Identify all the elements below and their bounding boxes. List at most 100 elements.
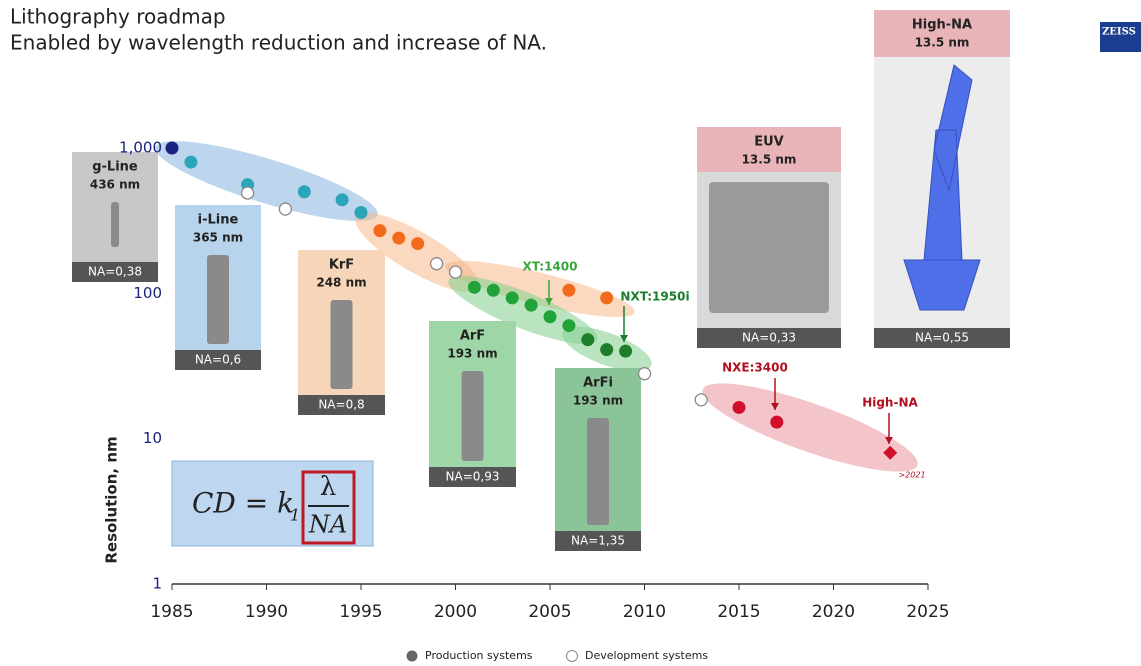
highlight [301,470,356,545]
panel-na: NA=1,35 [571,534,625,548]
panel-wavelength: 193 nm [447,347,497,361]
y-tick-label: 100 [133,284,162,302]
x-tick-label: 2000 [434,602,477,622]
panel-title: EUV [754,135,784,150]
y-tick-label: 1 [152,575,162,593]
panel-footer [72,262,158,282]
panel-header [697,127,841,172]
panel-wavelength: 193 nm [573,394,623,408]
point [165,141,179,155]
annotation: NXE:3400 [722,361,788,375]
era-ellipse [448,275,598,345]
point [184,155,198,169]
panel-wavelength: 13.5 nm [915,36,970,50]
point [543,310,557,324]
arrow-head [545,298,553,305]
x-tick-label: 2010 [623,602,666,622]
lens-body [207,255,229,344]
formula-num: λ [320,472,336,502]
point [562,319,576,333]
logo-bg [1100,22,1141,52]
legend-marker [566,650,578,662]
x-tick-label: 2025 [906,602,949,622]
formula-box: CD = k 1 λ NA [171,460,374,547]
point [505,291,519,305]
annotation: >2021 [898,471,925,480]
point [600,343,614,357]
point [392,231,406,245]
machine [709,182,829,313]
x-tick-label: 2015 [717,602,760,622]
panel-na: NA=0,38 [88,265,142,279]
panel-title: KrF [329,258,354,273]
point [562,283,576,297]
panel-footer [175,350,261,370]
panel-footer [298,395,385,415]
logo: ZEISS [1102,27,1136,38]
y-axis-label: Resolution, nm [103,436,121,563]
point [278,202,293,216]
point [770,415,784,429]
formula-lhs: CD = k [192,487,294,520]
point [429,257,444,271]
lens-body [587,418,609,525]
panel-na: NA=0,93 [446,470,500,484]
formula-sub: 1 [290,506,300,525]
point [694,393,708,407]
legend-marker [406,650,418,662]
panel-na: NA=0,6 [195,353,241,367]
point [732,400,746,414]
era-ellipse [445,260,635,318]
panel-footer [555,531,641,551]
point [448,265,463,279]
point [297,185,311,199]
y-tick-label: 10 [143,429,162,447]
legend-label: Development systems [585,649,708,662]
y-tick-label: 1,000 [119,139,162,157]
panel-wavelength: 248 nm [316,276,366,290]
panel-wavelength: 13.5 nm [742,153,797,167]
arrow-head [771,403,779,410]
panel-wavelength: 365 nm [193,231,243,245]
legend-label: Production systems [425,649,533,662]
point [373,224,387,238]
point [581,333,595,347]
x-tick-label: 2020 [812,602,855,622]
point [411,237,425,251]
panel-na: NA=0,55 [915,331,969,345]
x-tick-label: 2005 [528,602,571,622]
point [240,186,255,200]
annotation: NXT:1950i [620,290,689,304]
point [486,283,500,297]
arrow-head [620,335,628,342]
x-tick-label: 1985 [150,602,193,622]
era-groups [155,141,918,472]
era-ellipse [702,383,918,472]
lens-body [111,202,119,247]
title: Lithography roadmap [10,5,226,29]
era-ellipse [355,212,480,293]
panel-wavelength: 436 nm [90,178,140,192]
x-tick-label: 1995 [339,602,382,622]
annotation: High-NA [862,396,918,410]
point [354,205,368,219]
lens-body [330,300,353,389]
panel-header [874,10,1010,57]
era-ellipse [155,141,378,221]
point [637,367,652,381]
lens-body [461,371,484,461]
panel-footer [429,467,516,487]
panel-title: i-Line [198,213,239,228]
point [524,298,538,312]
panel-na: NA=0,33 [742,331,796,345]
plot: 1985 1990 1995 2000 2005 2010 2015 2020 2025 1 10 1… [119,139,950,662]
point [600,291,614,305]
panel-title: g-Line [92,160,138,175]
formula-bg [171,460,374,547]
panel-title: ArF [460,329,485,344]
point [467,280,481,294]
panel-footer [874,328,1010,348]
point [335,193,349,207]
panel-footer [697,328,841,348]
